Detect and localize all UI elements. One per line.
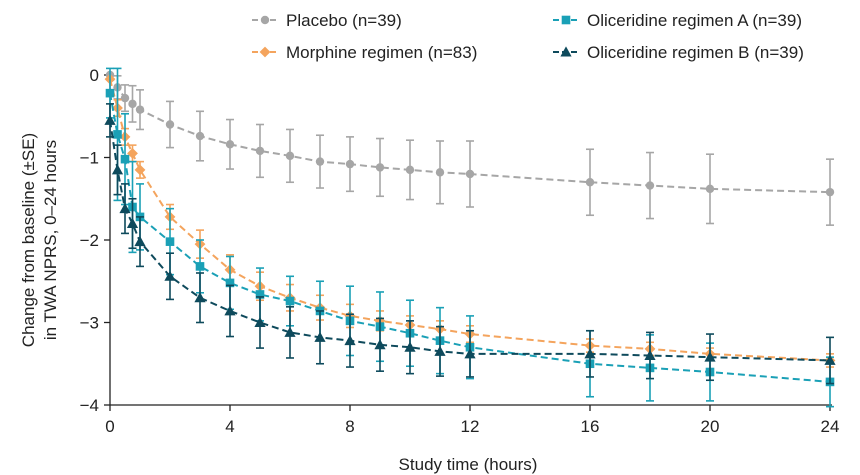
data-point <box>375 163 385 172</box>
x-tick-label: 24 <box>821 417 840 436</box>
legend-label: Oliceridine regimen B (n=39) <box>587 43 804 62</box>
data-point <box>644 349 656 360</box>
y-tick-label: 0 <box>90 66 99 85</box>
series-line <box>109 92 831 383</box>
data-point <box>254 316 266 327</box>
data-point <box>464 348 476 359</box>
series-line <box>109 120 831 362</box>
x-tick-label: 0 <box>105 417 114 436</box>
x-tick-label: 12 <box>461 417 480 436</box>
data-point <box>164 270 176 281</box>
data-point <box>165 237 175 246</box>
data-point <box>435 168 445 177</box>
legend-item-1: Morphine regimen (n=83) <box>252 43 477 62</box>
data-point <box>465 169 475 179</box>
y-tick-label: −1 <box>80 149 99 168</box>
data-point <box>284 326 296 337</box>
data-point <box>128 99 137 109</box>
data-point <box>120 154 130 164</box>
data-point <box>405 165 415 175</box>
legend-marker <box>260 15 270 25</box>
y-axis-title-line-2: in TWA NPRS, 0–24 hours <box>41 140 60 340</box>
data-point <box>225 140 235 149</box>
x-tick-label: 20 <box>701 417 720 436</box>
data-point <box>127 147 138 159</box>
data-point <box>645 181 655 190</box>
data-point <box>111 164 124 175</box>
data-point <box>255 146 265 156</box>
series-0 <box>105 70 835 226</box>
data-point <box>135 105 145 114</box>
data-point <box>126 217 139 228</box>
x-tick-label: 4 <box>225 417 234 436</box>
data-point <box>434 345 446 356</box>
x-axis-title: Study time (hours) <box>399 455 538 474</box>
data-point <box>374 339 386 350</box>
data-point <box>344 335 356 346</box>
data-point <box>314 331 326 342</box>
data-point <box>195 262 205 271</box>
series-3 <box>104 103 836 385</box>
legend-marker <box>560 46 572 57</box>
y-tick-label: −3 <box>80 314 99 333</box>
data-point <box>119 203 131 214</box>
data-point <box>104 114 116 125</box>
data-point <box>824 354 836 365</box>
x-tick-label: 8 <box>345 417 354 436</box>
legend: Placebo (n=39) Morphine regimen (n=83) Oli… <box>252 11 804 62</box>
data-point <box>113 130 122 139</box>
axes: 0 −1 −2 −3 −4 0 4 8 12 16 20 24 <box>80 66 840 436</box>
data-point <box>705 184 715 194</box>
data-point <box>285 296 295 306</box>
legend-item-0: Placebo (n=39) <box>252 11 402 30</box>
legend-item-2: Oliceridine regimen A (n=39) <box>553 11 802 30</box>
legend-label: Placebo (n=39) <box>286 11 402 30</box>
legend-marker <box>561 15 571 25</box>
data-point <box>120 93 130 103</box>
legend-marker <box>259 46 271 58</box>
data-point <box>165 120 175 129</box>
data-point <box>134 164 146 176</box>
y-tick-label: −2 <box>80 231 99 250</box>
data-point <box>285 151 295 161</box>
data-point <box>195 131 205 141</box>
y-axis-title-line-1: Change from baseline (±SE) <box>19 133 38 347</box>
data-point <box>404 341 416 352</box>
data-point <box>315 157 325 166</box>
legend-label: Morphine regimen (n=83) <box>286 43 477 62</box>
data-point <box>194 292 206 303</box>
y-tick-label: −4 <box>80 396 99 415</box>
x-tick-label: 16 <box>581 417 600 436</box>
data-point <box>584 348 596 359</box>
data-point <box>825 187 835 197</box>
data-point <box>255 290 265 299</box>
data-point <box>224 305 236 316</box>
data-point <box>225 278 235 288</box>
series-layer <box>104 67 836 408</box>
legend-item-3: Oliceridine regimen B (n=39) <box>553 43 804 62</box>
data-point <box>704 351 716 362</box>
data-point <box>134 236 146 247</box>
data-point <box>585 178 595 187</box>
legend-label: Oliceridine regimen A (n=39) <box>587 11 802 30</box>
data-point <box>105 88 115 98</box>
data-point <box>345 159 355 169</box>
